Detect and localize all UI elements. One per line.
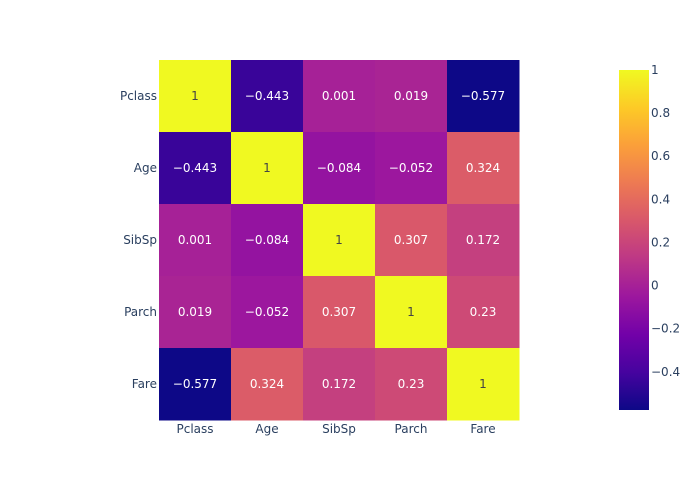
heatmap-cell — [447, 132, 520, 205]
heatmap-cell — [159, 276, 232, 349]
colorbar-tick-labels: 1 0.8 0.6 0.4 0.2 0 −0.2 −0.4 — [651, 63, 680, 379]
heatmap-cell — [375, 60, 448, 133]
heatmap-cell-value-label: −0.443 — [173, 161, 217, 175]
heatmap-cell-value-label: −0.443 — [245, 89, 289, 103]
heatmap-cell — [231, 60, 304, 133]
heatmap-cell — [159, 204, 232, 277]
heatmap-cell-value-label: −0.577 — [461, 89, 505, 103]
heatmap-cell — [231, 132, 304, 205]
x-axis-tick-label: Age — [255, 422, 278, 436]
x-axis-tick-label: SibSp — [322, 422, 356, 436]
heatmap-cell — [303, 348, 376, 421]
y-axis-tick-label: Fare — [132, 377, 157, 391]
heatmap-cell — [231, 204, 304, 277]
heatmap-cell-value-label: 1 — [335, 233, 343, 247]
colorbar-tick-label: 0.4 — [651, 192, 670, 206]
heatmap-cell — [375, 348, 448, 421]
heatmap-cell — [447, 204, 520, 277]
colorbar-tick-label: 0.8 — [651, 106, 670, 120]
heatmap-cell — [303, 204, 376, 277]
heatmap-cell-value-label: 1 — [191, 89, 199, 103]
heatmap-cell-value-label: 1 — [479, 377, 487, 391]
colorbar-tick-label: 0 — [651, 279, 659, 293]
heatmap-cell — [375, 132, 448, 205]
heatmap-cell — [447, 276, 520, 349]
heatmap-cell-value-label: −0.577 — [173, 377, 217, 391]
heatmap-cell-value-label: 1 — [263, 161, 271, 175]
heatmap-cell-value-label: 0.23 — [470, 305, 497, 319]
heatmap-cell-value-label: −0.084 — [245, 233, 289, 247]
heatmap-cell-value-label: 1 — [407, 305, 415, 319]
x-axis-tick-label: Parch — [395, 422, 428, 436]
heatmap-cell-value-label: −0.084 — [317, 161, 361, 175]
heatmap-cells — [159, 60, 520, 421]
heatmap-cell-labels: 1 −0.443 0.001 0.019 −0.577 −0.443 1 −0.084 −0.0… — [173, 89, 505, 391]
heatmap-cell — [159, 60, 232, 133]
colorbar-tick-label: 0.6 — [651, 149, 670, 163]
heatmap-cell-value-label: 0.307 — [394, 233, 428, 247]
heatmap-cell — [159, 132, 232, 205]
heatmap-cell — [447, 60, 520, 133]
y-axis-tick-label: Pclass — [120, 89, 157, 103]
y-axis-tick-label: Parch — [124, 305, 157, 319]
heatmap-cell — [303, 132, 376, 205]
y-axis-tick-label: SibSp — [123, 233, 157, 247]
heatmap-cell-value-label: −0.052 — [389, 161, 433, 175]
x-axis-tick-label: Pclass — [176, 422, 213, 436]
x-axis-tick-labels: Pclass Age SibSp Parch Fare — [176, 422, 495, 436]
colorbar-tick-label: −0.4 — [651, 365, 680, 379]
colorbar-tick-label: 1 — [651, 63, 659, 77]
heatmap-cell — [303, 60, 376, 133]
heatmap-cell — [375, 204, 448, 277]
colorbar — [619, 70, 649, 410]
heatmap-cell-value-label: 0.019 — [394, 89, 428, 103]
heatmap-cell-value-label: −0.052 — [245, 305, 289, 319]
heatmap-cell-value-label: 0.324 — [466, 161, 500, 175]
y-axis-tick-labels: Pclass Age SibSp Parch Fare — [120, 89, 157, 391]
colorbar-tick-label: 0.2 — [651, 235, 670, 249]
heatmap-cell-value-label: 0.23 — [398, 377, 425, 391]
heatmap-cell — [447, 348, 520, 421]
heatmap-cell-value-label: 0.172 — [466, 233, 500, 247]
heatmap-cell-value-label: 0.172 — [322, 377, 356, 391]
heatmap-cell-value-label: 0.324 — [250, 377, 284, 391]
heatmap-cell-value-label: 0.307 — [322, 305, 356, 319]
heatmap-cell — [231, 276, 304, 349]
x-axis-tick-label: Fare — [470, 422, 495, 436]
heatmap-cell — [159, 348, 232, 421]
y-axis-tick-label: Age — [134, 161, 157, 175]
heatmap-cell — [375, 276, 448, 349]
heatmap-cell-value-label: 0.019 — [178, 305, 212, 319]
heatmap-cell-value-label: 0.001 — [322, 89, 356, 103]
colorbar-tick-label: −0.2 — [651, 322, 680, 336]
heatmap-cell — [303, 276, 376, 349]
heatmap-cell — [231, 348, 304, 421]
heatmap-cell-value-label: 0.001 — [178, 233, 212, 247]
